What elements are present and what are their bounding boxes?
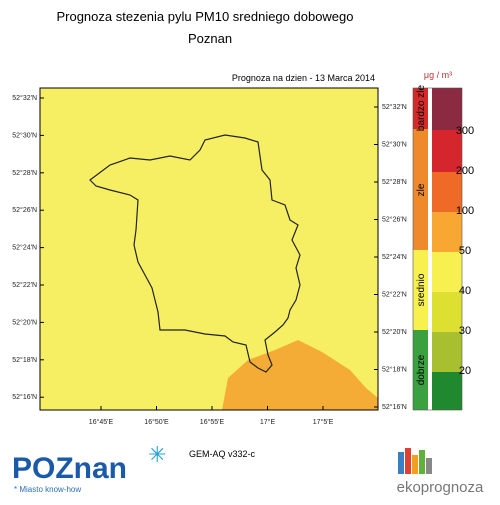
lon-label: 17°E bbox=[260, 418, 276, 426]
map-frame bbox=[39, 87, 379, 411]
scale-label: 200 bbox=[456, 165, 474, 177]
lat-label-right: 52°16'N bbox=[382, 403, 407, 411]
lon-label: 16°50'E bbox=[144, 418, 169, 426]
unit: μg / m³ bbox=[424, 70, 452, 80]
category-bar bbox=[413, 250, 428, 330]
scale-label: 50 bbox=[459, 245, 471, 257]
category-bar bbox=[413, 129, 428, 250]
lat-label-right: 52°30'N bbox=[382, 141, 407, 149]
lat-label-right: 52°20'N bbox=[382, 328, 407, 336]
logo: POZnan bbox=[12, 452, 127, 485]
lat-label: 52°28'N bbox=[12, 169, 37, 177]
category-bar bbox=[413, 330, 428, 410]
scale-bin bbox=[432, 252, 462, 292]
scale-bin bbox=[432, 172, 462, 212]
lat-label: 52°22'N bbox=[12, 281, 37, 289]
lat-label-right: 52°26'N bbox=[382, 216, 407, 224]
scale-label: 40 bbox=[459, 285, 471, 297]
lat-label-right: 52°28'N bbox=[382, 178, 407, 186]
lon-label: 17°5'E bbox=[313, 418, 334, 426]
lat-label: 52°26'N bbox=[12, 206, 37, 214]
city-boundary bbox=[89, 134, 301, 373]
category-label: zle bbox=[416, 183, 427, 196]
scale-label: 30 bbox=[459, 325, 471, 337]
legend bbox=[412, 87, 463, 411]
lat-label: 52°32'N bbox=[12, 94, 37, 102]
lat-label-right: 52°22'N bbox=[382, 291, 407, 299]
lat-label: 52°30'N bbox=[12, 131, 37, 139]
scale-bin bbox=[432, 130, 462, 172]
lon-label: 16°45'E bbox=[89, 418, 114, 426]
lat-label: 52°16'N bbox=[12, 393, 37, 401]
lat-label-right: 52°32'N bbox=[382, 103, 407, 111]
date: Prognoza na dzien - 13 Marca 2014 bbox=[232, 73, 375, 83]
lat-label: 52°24'N bbox=[12, 244, 37, 252]
scale-label: 100 bbox=[456, 205, 474, 217]
title: Prognoza stezenia pylu PM10 sredniego do… bbox=[56, 9, 353, 24]
lat-label-right: 52°18'N bbox=[382, 366, 407, 374]
lat-label: 52°18'N bbox=[12, 356, 37, 364]
lat-label-right: 52°24'N bbox=[382, 253, 407, 261]
scale-bin bbox=[432, 88, 462, 130]
lon-label: 16°55'E bbox=[200, 418, 225, 426]
category-bar bbox=[413, 88, 428, 129]
category-label: srednio bbox=[416, 273, 427, 306]
subtitle: Poznan bbox=[188, 31, 232, 46]
footer: POZnan ✳ * Miasto know-how GEM-AQ v332-c… bbox=[12, 442, 484, 496]
pollution-zone bbox=[222, 340, 378, 410]
scale-label: 20 bbox=[459, 365, 471, 377]
category-label: dobrze bbox=[416, 354, 427, 385]
scale-bin bbox=[432, 372, 462, 410]
scale-bin bbox=[432, 292, 462, 332]
map bbox=[39, 87, 379, 411]
legend-frame bbox=[412, 87, 463, 411]
model: GEM-AQ v332-c bbox=[189, 449, 256, 459]
scale-bin bbox=[432, 332, 462, 372]
slogan: * Miasto know-how bbox=[14, 485, 81, 494]
lat-label: 52°20'N bbox=[12, 318, 37, 326]
category-label: bardzo zle bbox=[416, 84, 427, 131]
scale-bin bbox=[432, 212, 462, 252]
brand-icon bbox=[398, 448, 432, 474]
brand: ekoprognoza bbox=[397, 479, 484, 496]
scale-label: 300 bbox=[456, 125, 474, 137]
logo-star: ✳ bbox=[148, 442, 166, 467]
